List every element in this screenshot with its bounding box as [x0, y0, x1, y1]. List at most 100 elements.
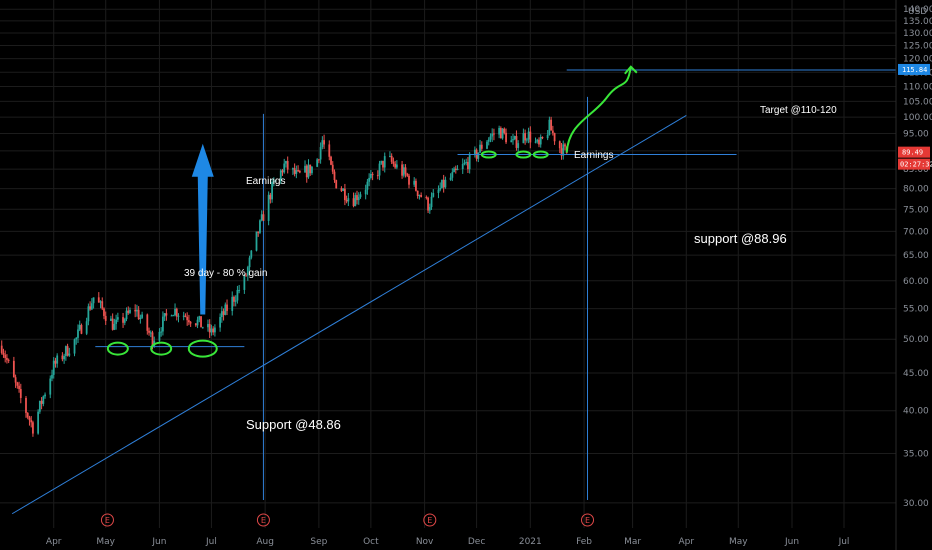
candle-down — [12, 360, 15, 378]
candle-down — [538, 139, 540, 145]
candle-up — [316, 159, 319, 167]
support-trendline[interactable] — [11, 115, 687, 515]
candle-up — [246, 267, 249, 276]
price-axis[interactable]: USD 30.00 35.00 40.00 45.00 50.00 55.00 60.00 6… — [895, 0, 932, 550]
candle-down — [111, 318, 114, 330]
support-high-label: support @88.96 — [694, 231, 787, 246]
earnings-label: Earnings — [246, 176, 285, 187]
candle-up — [307, 164, 310, 178]
candle-up — [85, 321, 88, 334]
candle-down — [305, 165, 308, 178]
price-tick-label: 45.00 — [903, 369, 929, 379]
price-tags: 89.49 02:27:32 115.84 — [898, 63, 932, 170]
candle-down — [208, 324, 211, 333]
candle-up — [174, 308, 176, 316]
candle-up — [224, 304, 227, 315]
candle-down — [32, 422, 34, 434]
support-touch-mark — [532, 150, 549, 159]
candle-up — [562, 144, 565, 156]
candle-down — [40, 400, 43, 404]
annotation-marks — [106, 65, 638, 358]
candle-down — [184, 315, 187, 317]
target-label: Target @110-120 — [760, 105, 837, 116]
candle-down — [550, 119, 553, 131]
candle-down — [541, 136, 544, 139]
candle-down — [499, 128, 502, 139]
candle-up — [113, 323, 116, 330]
price-tick-label: 30.00 — [903, 499, 929, 509]
candle-up — [463, 162, 466, 165]
candle-up — [68, 353, 71, 356]
time-tick-label: Oct — [363, 537, 379, 547]
gain-label: 39 day - 80 % gain — [184, 268, 267, 279]
candle-up — [238, 289, 241, 291]
candle-up — [255, 231, 258, 251]
earnings-badge-ring[interactable] — [581, 513, 595, 527]
candle-down — [66, 346, 69, 356]
candle-up — [234, 300, 237, 302]
candle-up — [56, 355, 59, 364]
earnings-label: Earnings — [574, 150, 613, 161]
candle-up — [196, 319, 199, 326]
price-tick-label: 60.00 — [903, 277, 929, 287]
candlestick-series — [0, 116, 568, 437]
price-tick-label: 55.00 — [903, 305, 929, 315]
candle-down — [281, 170, 284, 173]
candle-up — [413, 180, 416, 185]
candle-up — [444, 179, 447, 188]
price-tick-label: 130.00 — [903, 29, 932, 39]
support-touch-mark — [106, 341, 129, 356]
currency-label: USD — [908, 7, 927, 17]
candle-down — [298, 170, 301, 173]
candle-up — [160, 331, 163, 333]
candle-up — [539, 136, 542, 145]
candle-up — [90, 303, 93, 310]
earnings-badge-ring[interactable] — [423, 513, 437, 527]
candle-up — [75, 337, 78, 340]
time-tick-label: Dec — [468, 537, 485, 547]
price-tick-label: 50.00 — [903, 335, 929, 345]
candle-up — [115, 319, 118, 324]
candle-down — [4, 354, 7, 359]
candle-down — [427, 197, 429, 211]
candle-down — [80, 324, 83, 334]
candle-up — [354, 195, 357, 207]
candle-up — [527, 131, 530, 140]
candle-up — [347, 198, 350, 202]
candle-up — [201, 327, 204, 329]
candle-up — [430, 196, 433, 208]
candle-up — [364, 189, 367, 195]
candle-up — [285, 161, 287, 164]
candle-down — [297, 170, 299, 172]
candle-up — [548, 119, 551, 135]
candle-down — [406, 173, 409, 176]
candle-up — [274, 180, 277, 182]
support-touch-mark — [150, 341, 173, 356]
candle-down — [503, 128, 506, 133]
support-touch-mark — [515, 150, 532, 159]
candle-down — [371, 173, 374, 176]
candle-down — [212, 328, 215, 333]
candle-up — [123, 319, 126, 323]
candle-down — [442, 179, 445, 188]
time-axis[interactable]: Apr May Jun Jul Aug Sep Oct Nov Dec 2021 Feb Mar Apr… — [46, 537, 850, 547]
earnings-badge-ring[interactable] — [100, 513, 114, 527]
candle-up — [214, 327, 216, 333]
candle-up — [383, 156, 386, 168]
candle-down — [2, 352, 5, 355]
candle-down — [30, 420, 33, 423]
candle-down — [233, 296, 235, 302]
candle-up — [498, 128, 501, 135]
candle-up — [220, 311, 223, 318]
candle-up — [87, 306, 90, 322]
candle-down — [309, 164, 312, 174]
candle-up — [77, 329, 79, 338]
candle-down — [175, 308, 178, 317]
earnings-badge-ring[interactable] — [256, 513, 270, 527]
candle-down — [245, 275, 247, 277]
support-touch-mark — [187, 339, 218, 358]
candle-up — [513, 136, 516, 140]
candle-up — [295, 170, 298, 174]
